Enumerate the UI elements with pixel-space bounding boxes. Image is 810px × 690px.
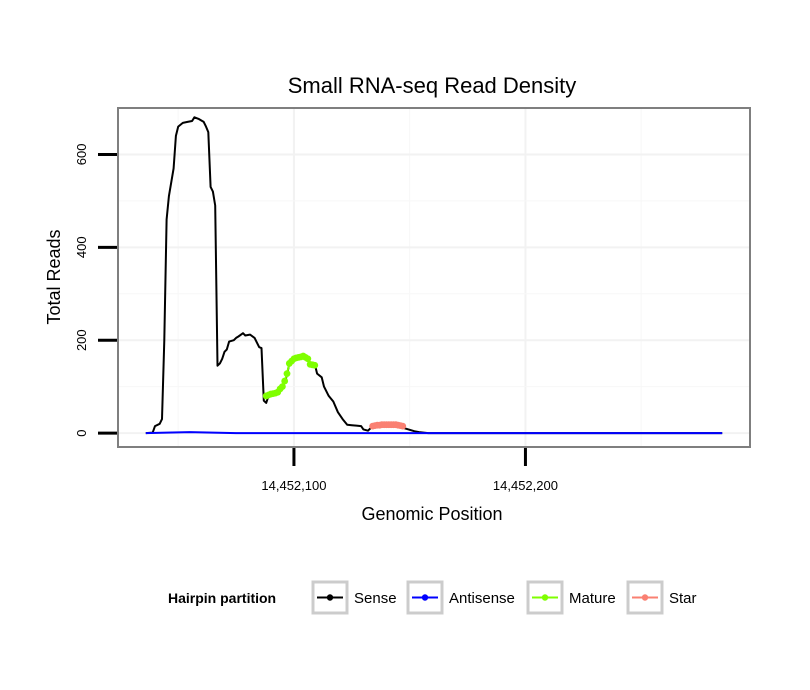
mature-point (311, 361, 319, 369)
legend-label-sense: Sense (354, 590, 397, 607)
series-layer (145, 116, 723, 435)
legend-key-marker (541, 594, 549, 601)
legend-title: Hairpin partition (168, 590, 276, 606)
legend-key-marker (421, 594, 429, 601)
mature-point (304, 355, 312, 363)
legend: Hairpin partition Sense Antisense Mature St… (168, 580, 697, 615)
y-tick-label: 600 (74, 144, 89, 166)
plot-background (118, 108, 750, 447)
plot-border (117, 107, 751, 448)
legend-label-antisense: Antisense (449, 590, 515, 607)
antisense-series-line (145, 431, 723, 435)
plot-panel (117, 107, 751, 448)
star-point (399, 422, 407, 430)
y-tick-label: 0 (74, 429, 89, 436)
mature-point (281, 377, 289, 385)
legend-key-marker (326, 594, 334, 601)
chart-title: Small RNA-seq Read Density (288, 73, 577, 98)
x-axis-title: Genomic Position (361, 504, 502, 524)
legend-label-star: Star (669, 590, 697, 607)
legend-keys: Sense Antisense Mature Star (311, 580, 697, 615)
legend-key-marker (641, 594, 649, 601)
x-tick-label: 14,452,200 (493, 478, 558, 493)
x-tick-label: 14,452,100 (261, 478, 326, 493)
x-axis: 14,452,100 14,452,200 (261, 448, 558, 493)
legend-label-mature: Mature (569, 590, 616, 607)
y-axis: 0 200 400 600 (74, 144, 117, 437)
mature-point (278, 383, 286, 391)
y-tick-label: 400 (74, 236, 89, 258)
y-axis-title: Total Reads (44, 229, 64, 324)
y-tick-label: 200 (74, 329, 89, 351)
mature-point (283, 370, 291, 378)
